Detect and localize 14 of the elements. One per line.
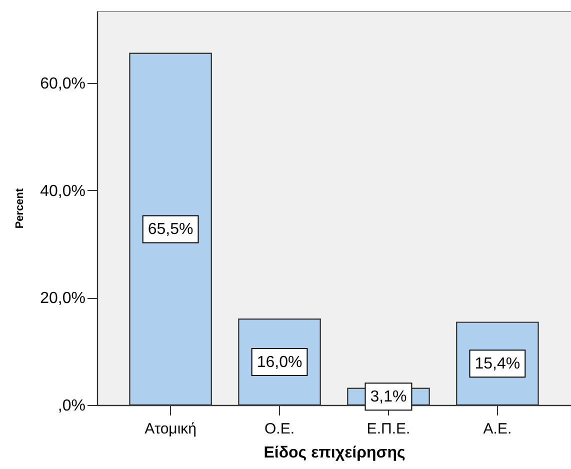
x-tick-label: Ατομική	[144, 420, 196, 438]
data-label: 65,5%	[148, 221, 194, 238]
y-tick-label: 40,0%	[40, 182, 86, 200]
x-axis-title: Είδος επιχείρησης	[264, 444, 406, 462]
y-tick-label: ,0%	[58, 398, 86, 414]
data-label: 16,0%	[256, 354, 302, 372]
data-label: 15,4%	[474, 356, 520, 373]
y-tick-label: 60,0%	[40, 75, 86, 92]
x-tick-label: Ο.Ε.	[264, 420, 295, 438]
y-tick-label: 20,0%	[40, 290, 86, 308]
x-tick-label: Α.Ε.	[483, 420, 512, 438]
y-axis-title: Percent	[14, 188, 26, 229]
data-label: 3,1%	[370, 388, 407, 406]
x-tick-label: Ε.Π.Ε.	[366, 420, 410, 438]
